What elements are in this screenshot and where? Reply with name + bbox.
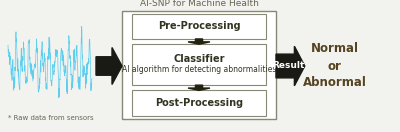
Text: Result: Result bbox=[272, 62, 304, 70]
Text: Normal
or
Abnormal: Normal or Abnormal bbox=[303, 43, 367, 89]
FancyArrow shape bbox=[96, 48, 122, 84]
Text: Classifier: Classifier bbox=[173, 54, 225, 64]
Text: * Raw data from sensors: * Raw data from sensors bbox=[8, 116, 94, 121]
FancyBboxPatch shape bbox=[132, 90, 266, 116]
FancyBboxPatch shape bbox=[132, 14, 266, 39]
Text: AI-SNP for Machine Health: AI-SNP for Machine Health bbox=[140, 0, 258, 8]
FancyBboxPatch shape bbox=[132, 44, 266, 85]
Text: Post-Processing: Post-Processing bbox=[155, 98, 243, 108]
FancyArrow shape bbox=[276, 46, 305, 86]
Text: Pre-Processing: Pre-Processing bbox=[158, 21, 240, 31]
FancyArrow shape bbox=[188, 39, 210, 44]
Text: AI algorithm for detecting abnormalities: AI algorithm for detecting abnormalities bbox=[122, 65, 276, 74]
FancyArrow shape bbox=[188, 85, 210, 90]
FancyBboxPatch shape bbox=[122, 11, 276, 119]
